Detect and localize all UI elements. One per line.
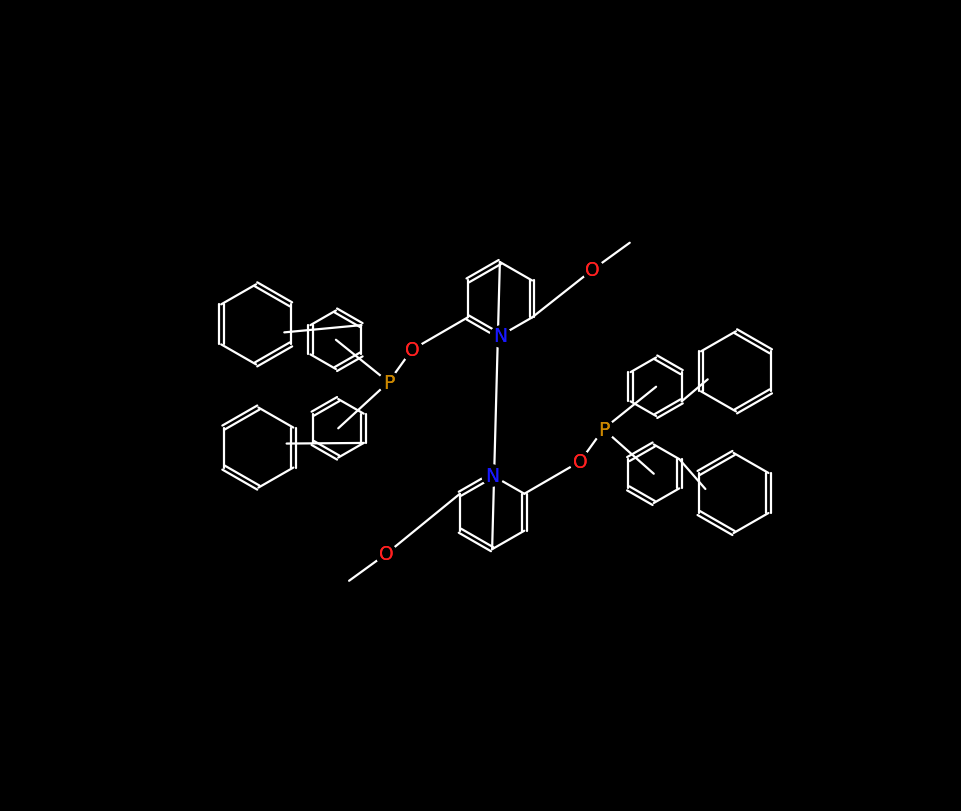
Text: N: N — [485, 466, 499, 485]
Text: O: O — [405, 341, 419, 360]
Text: P: P — [382, 373, 394, 393]
Text: N: N — [493, 327, 507, 346]
Text: P: P — [382, 373, 394, 393]
Text: O: O — [405, 341, 419, 360]
Text: O: O — [573, 453, 587, 471]
Text: P: P — [598, 420, 609, 439]
Text: N: N — [493, 327, 507, 346]
Text: O: O — [379, 545, 394, 564]
Text: O: O — [379, 545, 394, 564]
Text: O: O — [585, 261, 600, 280]
Text: O: O — [585, 261, 600, 280]
Text: O: O — [573, 453, 587, 471]
Text: P: P — [598, 420, 609, 439]
Text: N: N — [485, 466, 499, 485]
